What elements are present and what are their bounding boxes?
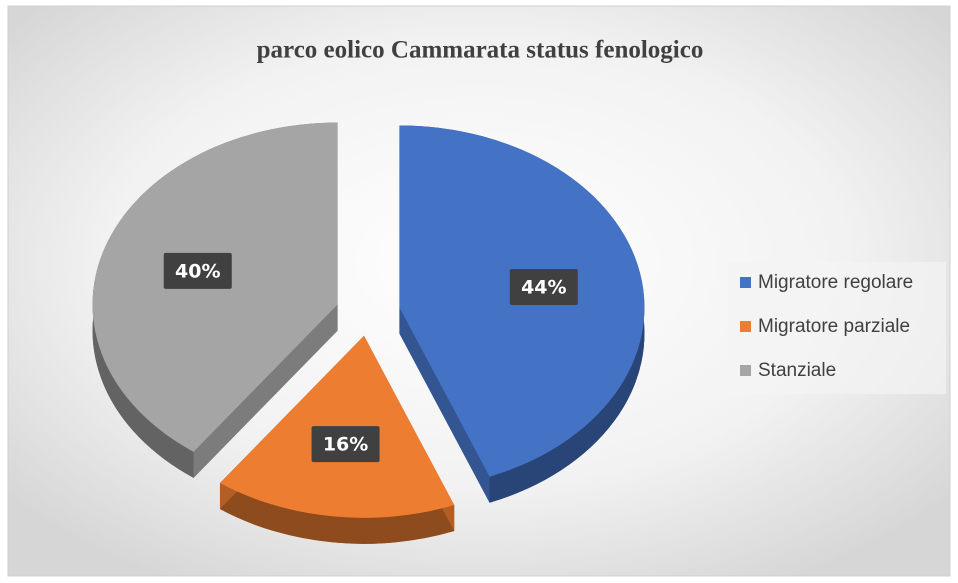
data-label: 16%: [323, 434, 368, 456]
slice-side: [399, 307, 490, 503]
chart-title: parco eolico Cammarata status fenologico: [257, 37, 704, 64]
data-label: 44%: [521, 277, 566, 299]
legend-label: Migratore regolare: [758, 272, 913, 293]
legend-swatch: [740, 321, 751, 332]
legend-label: Stanziale: [758, 360, 836, 381]
legend-label: Migratore parziale: [758, 316, 910, 337]
data-label-box: [509, 269, 578, 306]
data-label: 40%: [175, 260, 220, 282]
legend-swatch: [740, 277, 751, 288]
slice-side: [219, 483, 455, 544]
slice-side: [193, 304, 338, 478]
data-label-box: [311, 426, 380, 463]
legend-box: [728, 262, 946, 394]
data-label-box: [163, 252, 232, 289]
legend-swatch: [740, 365, 751, 376]
